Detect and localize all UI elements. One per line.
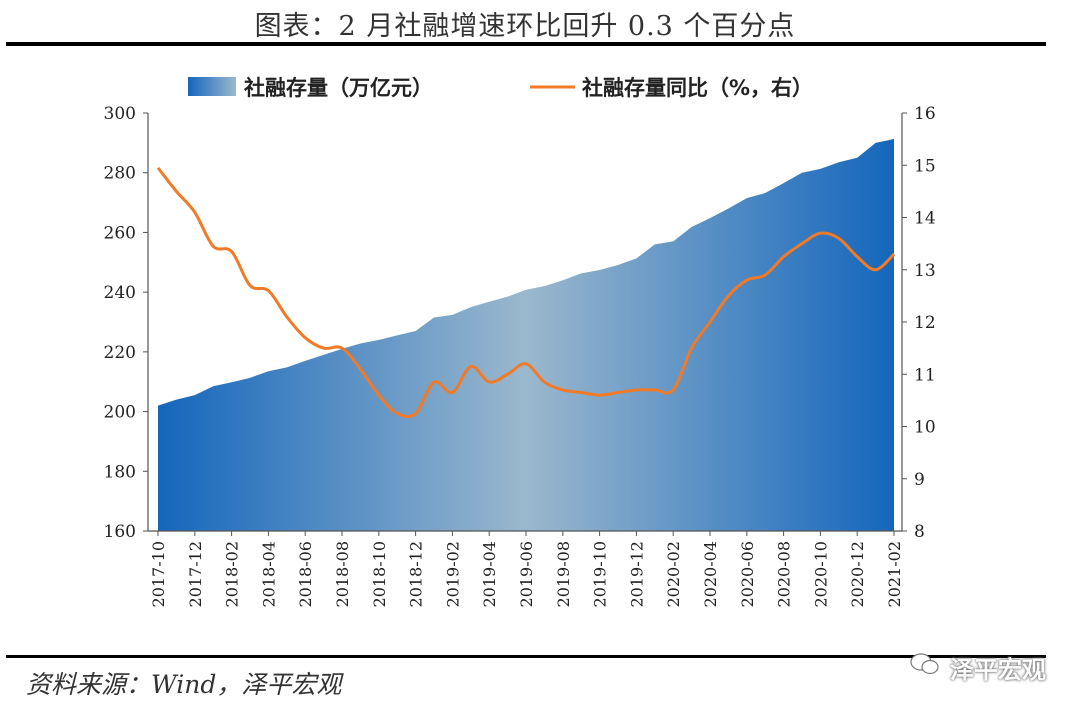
x-tick-label: 2020-10	[811, 541, 830, 607]
y-left-tick-label: 180	[104, 462, 136, 482]
y-right-tick-label: 13	[914, 261, 936, 281]
legend-swatch-area	[188, 77, 236, 96]
x-tick-label: 2021-02	[885, 541, 904, 607]
bottom-rule	[6, 655, 1046, 658]
x-tick-label: 2018-08	[333, 541, 352, 607]
x-tick-label: 2019-12	[627, 541, 646, 607]
y-left-tick-label: 160	[104, 522, 136, 542]
y-left-tick-label: 220	[104, 343, 136, 363]
source-note: 资料来源：Wind，泽平宏观	[26, 670, 342, 699]
x-tick-label: 2020-02	[664, 541, 683, 607]
axes: 160 180 200 220 240 260 280 300 8 9 10 11 12 13 14 15 16…	[104, 104, 936, 607]
y-right-tick-label: 14	[914, 209, 936, 229]
legend: 社融存量（万亿元） 社融存量同比（%，右）	[188, 76, 813, 100]
y-right-tick-label: 10	[914, 418, 936, 438]
top-rule	[6, 42, 1046, 46]
plot-area	[156, 138, 896, 531]
x-tick-label: 2019-04	[480, 541, 499, 607]
x-tick-label: 2017-10	[149, 541, 168, 607]
x-tick-label: 2017-12	[186, 541, 205, 607]
x-tick-label: 2020-12	[848, 541, 867, 607]
x-tick-label: 2019-06	[517, 541, 536, 607]
x-tick-label: 2018-10	[370, 541, 389, 607]
y-left-tick-label: 200	[104, 403, 136, 423]
watermark: 泽平宏观	[950, 656, 1046, 684]
x-tick-label: 2019-02	[443, 541, 462, 607]
x-tick-label: 2019-10	[591, 541, 610, 607]
y-right-tick-label: 16	[914, 104, 936, 124]
x-tick-label: 2018-12	[407, 541, 426, 607]
legend-label-line: 社融存量同比（%，右）	[581, 76, 813, 100]
line-series-yoy	[156, 166, 896, 419]
y-left-tick-label: 260	[104, 223, 136, 243]
x-tick-label: 2018-02	[223, 541, 242, 607]
chart: 社融存量（万亿元） 社融存量同比（%，右） 160 180 200 220 240 260…	[104, 76, 936, 607]
y-right-tick-label: 15	[914, 156, 936, 176]
y-right-tick-label: 8	[914, 522, 925, 542]
y-left-tick-label: 300	[104, 104, 136, 124]
chart-title: 图表：2 月社融增速环比回升 0.3 个百分点	[254, 11, 796, 42]
y-left-tick-label: 240	[104, 283, 136, 303]
x-tick-label: 2020-04	[701, 541, 720, 607]
area-series-stock	[158, 138, 894, 531]
x-tick-label: 2019-08	[554, 541, 573, 607]
y-right-tick-label: 9	[914, 470, 925, 490]
legend-label-area: 社融存量（万亿元）	[243, 76, 433, 100]
x-tick-label: 2020-06	[738, 541, 757, 607]
wechat-icon	[910, 653, 939, 675]
x-tick-label: 2018-04	[259, 541, 278, 607]
x-tick-label: 2018-06	[296, 541, 315, 607]
y-right-tick-label: 11	[914, 365, 936, 385]
y-left-tick-label: 280	[104, 164, 136, 184]
y-right-tick-label: 12	[914, 313, 936, 333]
x-tick-label: 2020-08	[775, 541, 794, 607]
